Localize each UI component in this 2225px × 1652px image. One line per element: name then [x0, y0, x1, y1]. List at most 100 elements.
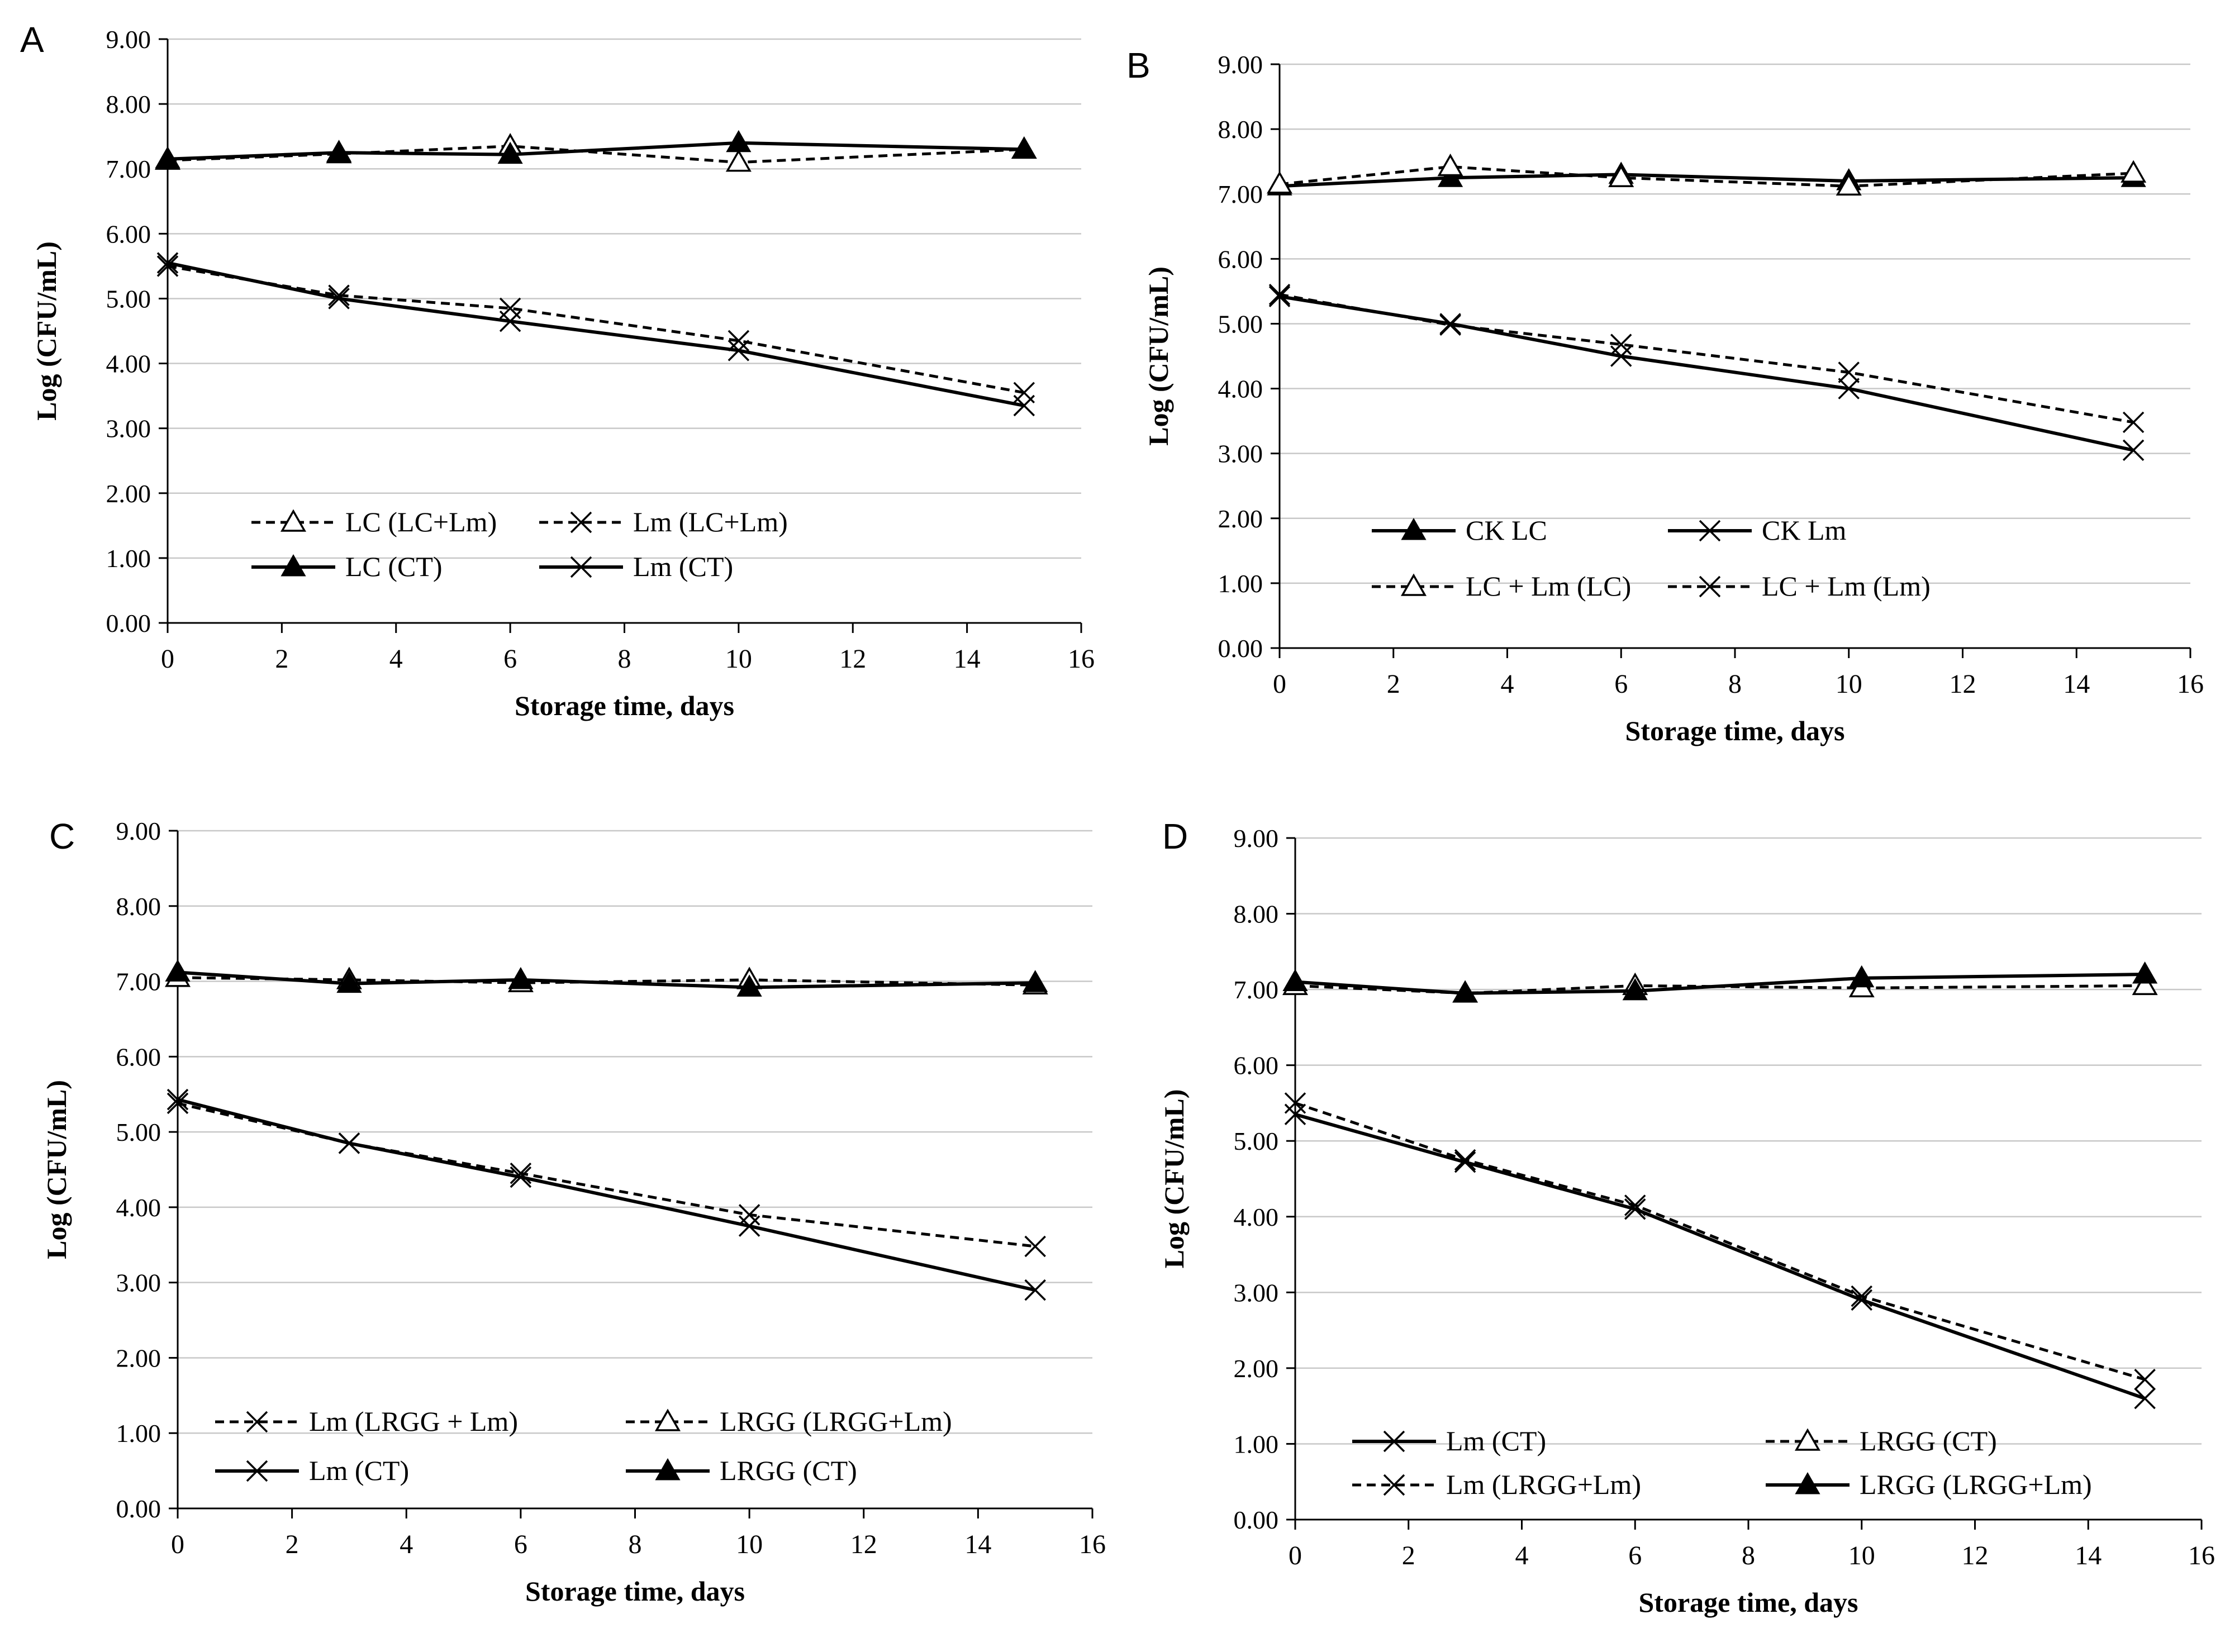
legend-label: LC (LC+Lm) — [345, 506, 497, 537]
y-tick-label: 4.00 — [1218, 375, 1263, 403]
x-tick-label: 2 — [1387, 669, 1400, 699]
x-tick-label: 14 — [2063, 669, 2090, 699]
series-lrgg-ct- — [1282, 972, 2158, 1003]
x-tick-label: 12 — [1962, 1541, 1989, 1570]
data-point — [2122, 439, 2145, 461]
legend-entry: Lm (CT) — [215, 1455, 409, 1486]
x-tick-label: 6 — [1628, 1541, 1642, 1570]
x-tick-label: 10 — [736, 1530, 763, 1559]
x-tick-label: 10 — [1848, 1541, 1875, 1570]
y-tick-label: 9.00 — [106, 25, 151, 54]
y-tick-label: 3.00 — [1218, 440, 1263, 468]
data-point — [1610, 334, 1632, 355]
data-point — [167, 1088, 189, 1111]
y-axis-title: Log (CFU/mL) — [31, 241, 62, 421]
data-point — [2132, 961, 2158, 984]
data-point — [156, 255, 179, 277]
y-tick-label: 5.00 — [1218, 310, 1263, 338]
data-point — [2134, 1387, 2156, 1410]
data-point — [1011, 136, 1037, 159]
y-tick-label: 5.00 — [116, 1118, 161, 1146]
data-point — [1284, 1092, 1306, 1114]
y-tick-label: 1.00 — [116, 1419, 161, 1448]
x-tick-label: 6 — [503, 644, 517, 674]
data-point — [1454, 1151, 1476, 1173]
y-tick-label: 5.00 — [106, 284, 151, 313]
legend-entry: Lm (LRGG + Lm) — [215, 1406, 518, 1437]
x-tick-label: 8 — [629, 1530, 642, 1559]
series-lc-lm-lc- — [1266, 153, 2147, 196]
y-tick-label: 7.00 — [1218, 180, 1263, 208]
x-axis-title: Storage time, days — [1625, 715, 1845, 746]
series-lm-ct- — [167, 1088, 1046, 1301]
y-tick-label: 9.00 — [116, 817, 161, 845]
legend-marker — [1699, 575, 1721, 598]
data-point — [738, 1215, 760, 1237]
y-tick-label: 4.00 — [116, 1193, 161, 1222]
x-tick-label: 2 — [1402, 1541, 1415, 1570]
x-tick-label: 12 — [839, 644, 866, 674]
series-line — [1295, 1102, 2146, 1381]
data-point — [725, 149, 752, 172]
x-tick-label: 8 — [1742, 1541, 1755, 1570]
series-line — [1295, 1112, 2146, 1400]
legend-label: LRGG (LRGG+Lm) — [1860, 1469, 2092, 1500]
data-point — [1851, 1289, 1872, 1311]
data-point — [1838, 361, 1860, 383]
x-tick-label: 14 — [2075, 1541, 2102, 1570]
panel-label-c: C — [49, 816, 75, 856]
legend-label: LC (CT) — [345, 551, 443, 582]
legend-marker — [1794, 1428, 1821, 1451]
series-lrgg-lrgg-lm- — [1282, 961, 2158, 1003]
y-tick-label: 9.00 — [1234, 824, 1279, 853]
x-tick-label: 14 — [954, 644, 981, 674]
data-point — [728, 330, 750, 352]
legend-marker — [1401, 517, 1427, 540]
legend-marker — [655, 1458, 681, 1480]
legend-marker — [1699, 520, 1721, 542]
x-tick-label: 12 — [1950, 669, 1976, 699]
legend-marker — [570, 511, 592, 534]
y-tick-label: 2.00 — [116, 1344, 161, 1372]
x-tick-label: 8 — [1728, 669, 1742, 699]
data-point — [1454, 1149, 1476, 1171]
y-tick-label: 8.00 — [106, 90, 151, 118]
x-tick-label: 6 — [514, 1530, 527, 1559]
x-tick-label: 10 — [725, 644, 752, 674]
series-line — [1279, 293, 2134, 424]
legend-marker — [1383, 1474, 1405, 1496]
legend-marker — [246, 1411, 268, 1433]
y-axis-title: Log (CFU/mL) — [41, 1080, 72, 1259]
data-point — [2132, 972, 2158, 996]
x-tick-label: 16 — [2177, 669, 2204, 699]
data-point — [1439, 314, 1461, 336]
x-axis-title: Storage time, days — [525, 1575, 745, 1607]
y-tick-label: 7.00 — [116, 968, 161, 996]
x-axis-title: Storage time, days — [515, 690, 734, 721]
y-tick-label: 2.00 — [1218, 504, 1263, 533]
x-tick-label: 0 — [171, 1530, 184, 1559]
data-point — [165, 959, 191, 982]
y-tick-label: 3.00 — [116, 1269, 161, 1297]
data-point — [728, 340, 750, 361]
y-tick-label: 8.00 — [116, 892, 161, 921]
x-tick-label: 16 — [2188, 1541, 2215, 1570]
legend-label: LRGG (CT) — [720, 1455, 857, 1486]
x-tick-label: 4 — [389, 644, 403, 674]
data-point — [338, 1132, 360, 1154]
legend-entry: LC (LC+Lm) — [251, 506, 497, 537]
y-tick-label: 4.00 — [106, 350, 151, 378]
data-point — [1838, 378, 1860, 399]
y-tick-label: 1.00 — [1234, 1430, 1279, 1458]
legend-marker — [1795, 1472, 1820, 1494]
data-point — [1836, 173, 1862, 196]
legend-entry: Lm (CT) — [1352, 1425, 1546, 1456]
y-tick-label: 0.00 — [1218, 634, 1263, 663]
series-lrgg-ct- — [165, 959, 1048, 997]
data-point — [1622, 978, 1648, 1001]
y-tick-label: 4.00 — [1234, 1203, 1279, 1231]
y-tick-label: 5.00 — [1234, 1127, 1279, 1155]
legend-entry: LRGG (LRGG+Lm) — [626, 1406, 952, 1437]
